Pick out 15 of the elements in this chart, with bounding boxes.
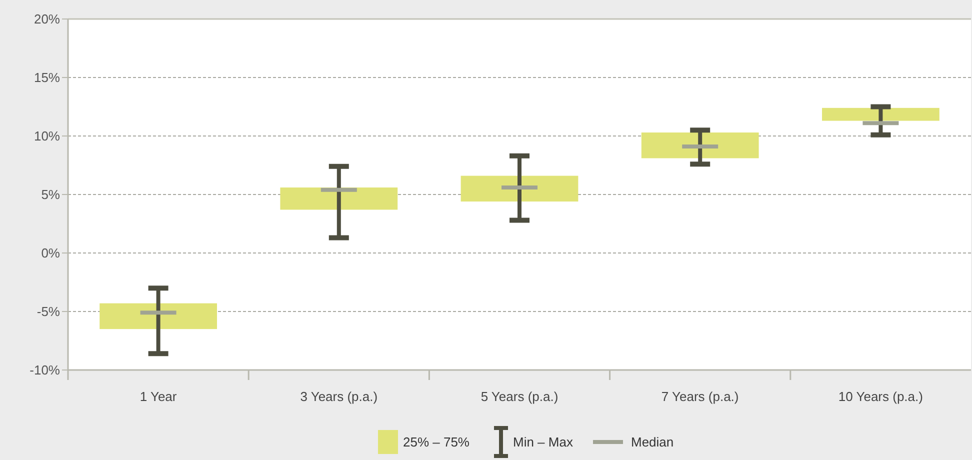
- x-tick-label: 10 Years (p.a.): [838, 389, 923, 404]
- y-tick-label: -5%: [36, 304, 60, 320]
- y-tick-label: -10%: [30, 362, 60, 378]
- y-tick-label: 0%: [41, 246, 60, 261]
- x-tick-label: 5 Years (p.a.): [480, 389, 558, 404]
- y-tick-label: 20%: [34, 12, 60, 27]
- text: Median: [631, 434, 674, 450]
- text: 25% – 75%: [403, 434, 470, 450]
- y-tick-label: 10%: [34, 128, 60, 144]
- text: Min – Max: [513, 434, 574, 450]
- x-tick-label: 1 Year: [140, 389, 178, 404]
- x-tick-label: 7 Years (p.a.): [661, 389, 739, 404]
- y-tick-label: 15%: [34, 70, 60, 86]
- x-tick-label: 3 Years (p.a.): [300, 389, 378, 404]
- y-tick-label: 5%: [41, 187, 60, 202]
